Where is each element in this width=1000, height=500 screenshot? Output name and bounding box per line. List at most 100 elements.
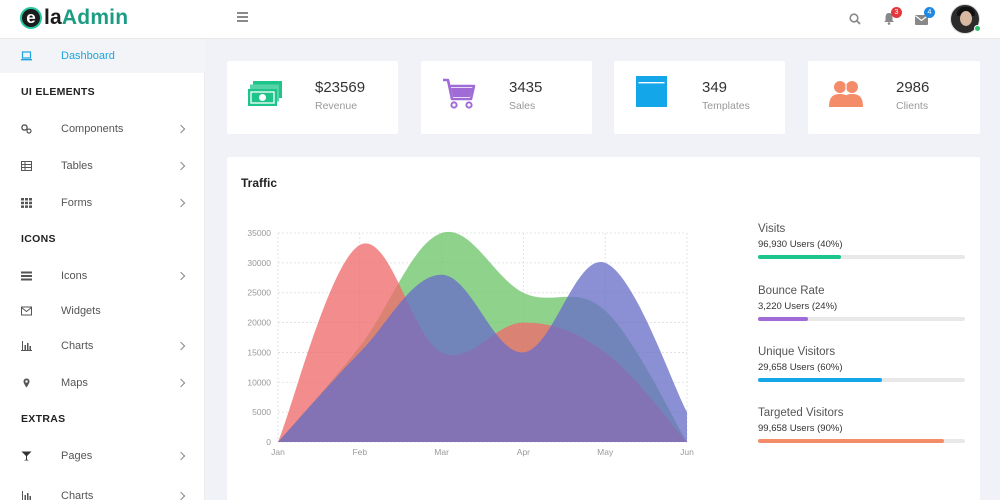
progress-fill [758, 439, 945, 443]
traffic-panel: Traffic 0 5000 10000 15000 20000 25000 30000 35… [227, 157, 980, 500]
y-tick-label: 15000 [247, 347, 271, 357]
progress-fill [758, 317, 808, 321]
sidebar-item-tables[interactable]: Tables [0, 155, 205, 177]
y-tick-label: 35000 [247, 228, 271, 238]
stat-value: $23569 [315, 79, 366, 96]
glass-icon [21, 451, 32, 461]
bell-icon[interactable]: 3 [883, 7, 902, 30]
section-heading-extras: EXTRAS [21, 413, 66, 425]
progress-value: 96,930 Users (40%) [758, 239, 843, 250]
search-icon[interactable] [849, 12, 861, 30]
chevron-right-icon [176, 491, 186, 500]
chevron-right-icon [176, 124, 186, 134]
progress-visits: Visits 96,930 Users (40%) [758, 223, 965, 259]
progress-track [758, 317, 965, 321]
sidebar-item-label: Pages [61, 450, 93, 462]
section-heading-ui-elements: UI ELEMENTS [21, 86, 95, 98]
chevron-right-icon [176, 161, 186, 171]
bar-chart-icon [21, 341, 32, 351]
stat-label: Revenue [315, 100, 358, 112]
menu-toggle-icon[interactable] [237, 12, 251, 24]
x-tick-label: Apr [517, 447, 530, 457]
sidebar: Dashboard UI ELEMENTS Components Tables … [0, 39, 205, 500]
logo-mark: e [20, 7, 42, 29]
progress-fill [758, 378, 883, 382]
progress-value: 29,658 Users (60%) [758, 362, 843, 373]
progress-track [758, 255, 965, 259]
browser-icon [636, 76, 667, 107]
x-tick-label: Mar [434, 447, 449, 457]
sidebar-item-pages[interactable]: Pages [0, 445, 205, 467]
bar-chart-icon [22, 491, 31, 500]
chevron-right-icon [176, 451, 186, 461]
x-tick-label: Feb [352, 447, 367, 457]
y-tick-label: 25000 [247, 288, 271, 298]
sidebar-item-label: Charts [61, 490, 94, 500]
progress-name: Visits [758, 223, 786, 235]
sidebar-item-label: Components [61, 123, 124, 135]
x-tick-label: Jun [680, 447, 694, 457]
chevron-right-icon [176, 378, 186, 388]
stat-value: 2986 [896, 79, 930, 96]
progress-unique-visitors: Unique Visitors 29,658 Users (60%) [758, 346, 965, 382]
chevron-right-icon [176, 341, 186, 351]
list-icon [21, 271, 32, 281]
progress-fill [758, 255, 841, 259]
sidebar-item-label: Dashboard [61, 50, 115, 62]
sidebar-item-icons[interactable]: Icons [0, 265, 205, 287]
chevron-right-icon [176, 198, 186, 208]
sidebar-item-components[interactable]: Components [0, 118, 205, 140]
y-tick-label: 5000 [252, 407, 271, 417]
sidebar-item-charts-extras[interactable]: Charts [0, 485, 205, 500]
series-area-2 [278, 262, 687, 442]
table-icon [21, 161, 32, 171]
progress-track [758, 378, 965, 382]
y-tick-label: 10000 [247, 377, 271, 387]
progress-bounce-rate: Bounce Rate 3,220 Users (24%) [758, 285, 965, 321]
logo-text-admin: Admin [61, 6, 129, 29]
progress-targeted-visitors: Targeted Visitors 99,658 Users (90%) [758, 407, 965, 443]
traffic-chart: 0 5000 10000 15000 20000 25000 30000 35000 Jan Fe… [247, 228, 694, 457]
sidebar-item-maps[interactable]: Maps [0, 372, 205, 394]
progress-value: 99,658 Users (90%) [758, 423, 843, 434]
map-marker-icon [23, 378, 30, 388]
cart-icon [443, 78, 476, 109]
x-tick-label: Jan [271, 447, 285, 457]
logo-text: laAdmin [44, 6, 128, 30]
sidebar-item-label: Maps [61, 377, 88, 389]
sidebar-item-charts[interactable]: Charts [0, 335, 205, 357]
progress-name: Bounce Rate [758, 285, 825, 297]
online-status-dot [974, 25, 981, 32]
stat-label: Clients [896, 100, 929, 112]
stat-label: Templates [702, 100, 750, 112]
progress-name: Targeted Visitors [758, 407, 844, 419]
grid-icon [21, 198, 32, 208]
sidebar-item-forms[interactable]: Forms [0, 192, 205, 214]
users-icon [829, 81, 863, 107]
chevron-right-icon [176, 271, 186, 281]
sidebar-item-label: Widgets [61, 305, 101, 317]
progress-name: Unique Visitors [758, 346, 836, 358]
sidebar-active-highlight [0, 39, 205, 73]
top-navbar: e laAdmin 3 4 [0, 0, 1000, 39]
sidebar-item-dashboard[interactable]: Dashboard [0, 45, 205, 67]
sidebar-item-widgets[interactable]: Widgets [0, 300, 205, 322]
notification-badge: 3 [891, 7, 902, 18]
money-icon [248, 81, 282, 106]
laptop-icon [21, 51, 32, 61]
brand-logo[interactable]: e laAdmin [20, 6, 128, 30]
envelope-icon[interactable]: 4 [915, 7, 935, 30]
sidebar-item-label: Forms [61, 197, 93, 209]
stat-card-revenue: $23569 Revenue [227, 61, 398, 134]
sidebar-item-label: Icons [61, 270, 88, 282]
stat-value: 3435 [509, 79, 543, 96]
y-tick-label: 0 [266, 437, 271, 447]
progress-track [758, 439, 965, 443]
stat-card-templates: 349 Templates [614, 61, 785, 134]
y-tick-label: 20000 [247, 318, 271, 328]
stat-value: 349 [702, 79, 728, 96]
sidebar-item-label: Charts [61, 340, 94, 352]
gears-icon [21, 124, 32, 134]
progress-value: 3,220 Users (24%) [758, 301, 838, 312]
y-tick-label: 30000 [247, 258, 271, 268]
